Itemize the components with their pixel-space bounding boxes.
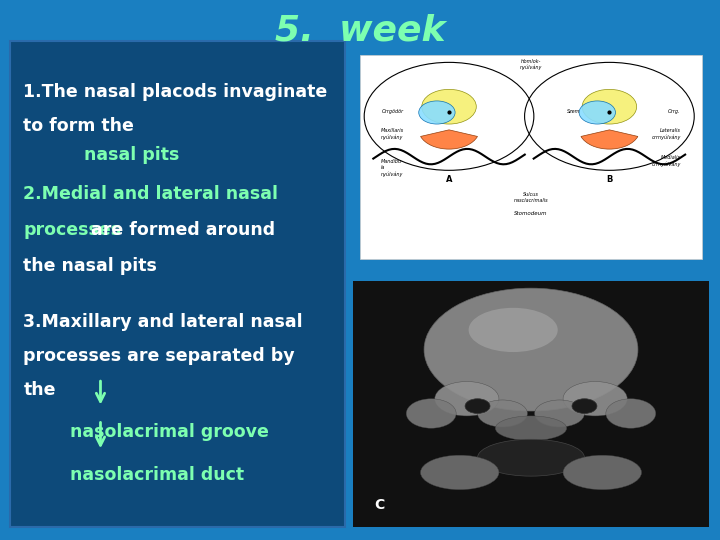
Text: 2.Medial and lateral nasal: 2.Medial and lateral nasal <box>24 185 279 202</box>
Ellipse shape <box>534 400 585 427</box>
Text: Medialis
orrnyúlvány: Medialis orrnyúlvány <box>652 156 680 167</box>
Text: C: C <box>374 498 384 512</box>
Wedge shape <box>581 130 638 149</box>
Circle shape <box>579 101 616 124</box>
Text: to form the: to form the <box>24 117 135 134</box>
Text: Lateralis
orrnyúlvány: Lateralis orrnyúlvány <box>652 128 680 140</box>
Ellipse shape <box>465 399 490 414</box>
Text: nasal pits: nasal pits <box>84 146 179 164</box>
Ellipse shape <box>563 382 627 416</box>
Text: are formed around: are formed around <box>86 221 276 239</box>
Text: processes are separated by: processes are separated by <box>24 347 295 366</box>
Text: the: the <box>24 381 56 400</box>
Text: Orrgödör: Orrgödör <box>382 109 403 114</box>
Text: 1.The nasal placods invaginate: 1.The nasal placods invaginate <box>24 83 328 100</box>
Ellipse shape <box>495 416 567 441</box>
Text: 5.  week: 5. week <box>275 14 445 48</box>
Wedge shape <box>420 130 477 149</box>
Text: Mandibu-
la
nyúlvány: Mandibu- la nyúlvány <box>382 159 404 177</box>
Text: A: A <box>446 176 452 185</box>
Text: processes: processes <box>24 221 122 239</box>
Ellipse shape <box>563 455 642 490</box>
FancyBboxPatch shape <box>10 40 345 526</box>
Ellipse shape <box>406 399 456 428</box>
Circle shape <box>422 89 477 124</box>
Ellipse shape <box>469 308 558 352</box>
Text: nasolacrimal groove: nasolacrimal groove <box>71 423 269 441</box>
Ellipse shape <box>606 399 656 428</box>
Ellipse shape <box>477 439 585 476</box>
Ellipse shape <box>420 455 499 490</box>
Text: nasolacrimal duct: nasolacrimal duct <box>71 467 245 484</box>
Circle shape <box>582 89 636 124</box>
Ellipse shape <box>572 399 597 414</box>
Ellipse shape <box>477 400 528 427</box>
Text: Szem: Szem <box>567 109 580 114</box>
Ellipse shape <box>435 382 499 416</box>
Text: Homlok-
nyúlvány: Homlok- nyúlvány <box>520 59 542 71</box>
Text: Stomodeum: Stomodeum <box>514 211 548 216</box>
Text: Maxillaris
nyúlvány: Maxillaris nyúlvány <box>382 128 405 140</box>
Text: the nasal pits: the nasal pits <box>24 258 158 275</box>
Text: Orrg.: Orrg. <box>668 109 680 114</box>
Text: 3.Maxillary and lateral nasal: 3.Maxillary and lateral nasal <box>24 313 303 332</box>
Circle shape <box>419 101 455 124</box>
Text: Sulcus
nasclacrimalis: Sulcus nasclacrimalis <box>513 192 549 203</box>
FancyBboxPatch shape <box>360 55 702 259</box>
Text: B: B <box>606 176 613 185</box>
Ellipse shape <box>424 288 638 411</box>
